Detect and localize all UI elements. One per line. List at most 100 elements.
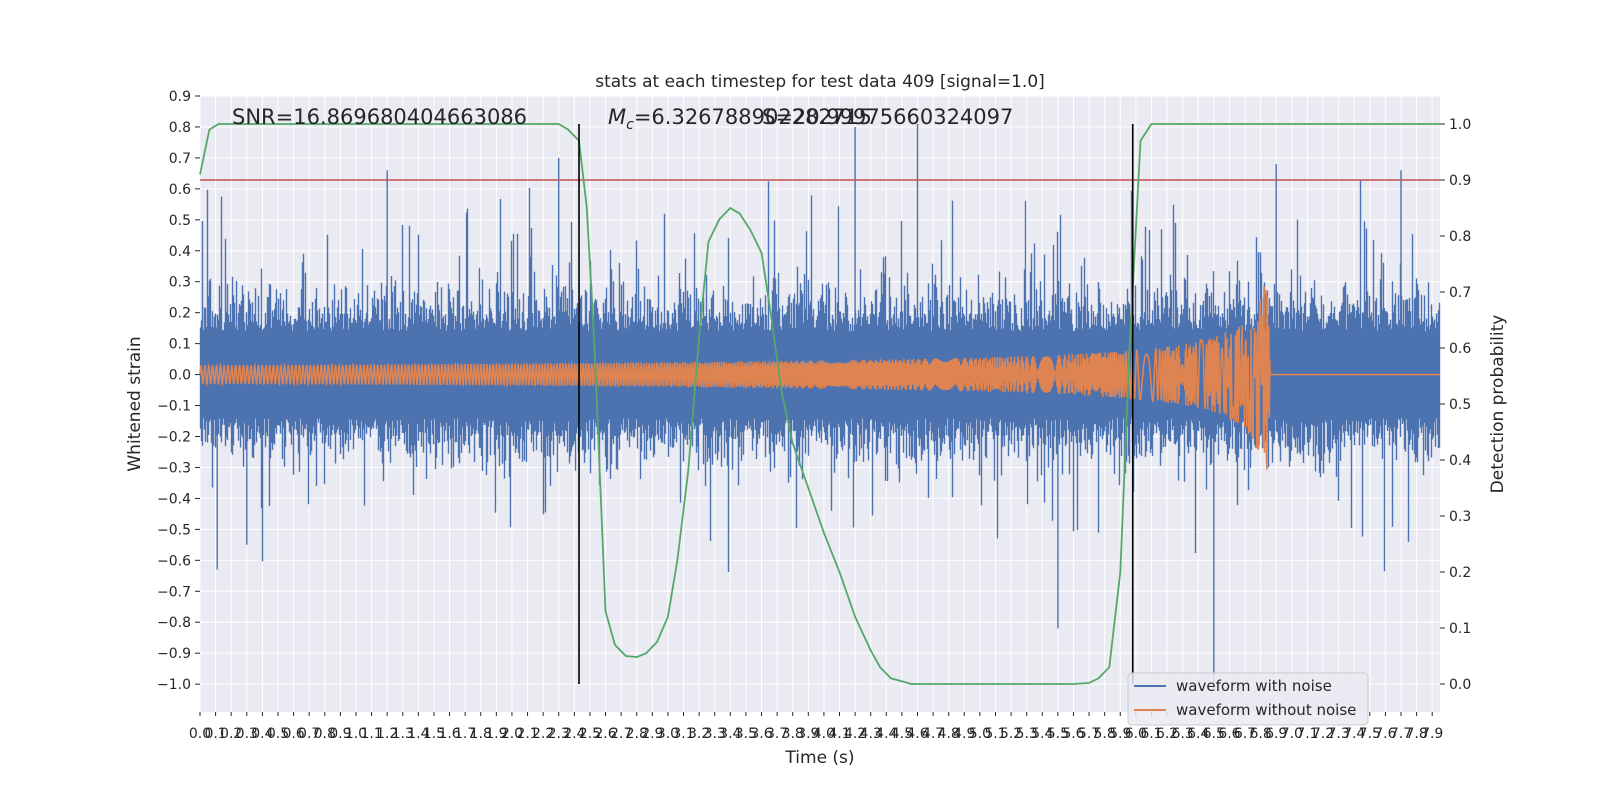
x-tick-label: 2.2 — [532, 726, 554, 742]
y-tick-label-left: 0.7 — [169, 151, 191, 167]
x-tick-label: 5.2 — [1000, 726, 1022, 742]
x-tick-label: 7.3 — [1327, 726, 1349, 742]
x-tick-label: 0.1 — [204, 726, 226, 742]
x-tick-label: 3.1 — [672, 726, 694, 742]
y-tick-label-right: 0.2 — [1449, 565, 1471, 581]
x-tick-label: 0.6 — [282, 726, 304, 742]
x-tick-label: 1.6 — [438, 726, 460, 742]
x-tick-label: 1.4 — [407, 726, 429, 742]
x-tick-label: 6.1 — [1140, 726, 1162, 742]
x-tick-label: 3.6 — [750, 726, 772, 742]
x-tick-label: 2.0 — [501, 726, 523, 742]
x-tick-label: 2.8 — [626, 726, 648, 742]
x-tick-label: 5.1 — [984, 726, 1006, 742]
y-tick-label-left: 0.2 — [169, 306, 191, 322]
x-tick-label: 4.5 — [891, 726, 913, 742]
chirp-mass-symbol: M — [608, 105, 626, 129]
x-tick-label: 2.4 — [563, 726, 585, 742]
x-tick-label: 6.7 — [1234, 726, 1256, 742]
y-axis-label-right: Detection probability — [1488, 315, 1508, 494]
y-tick-label-left: −0.3 — [157, 460, 191, 476]
x-axis: 0.00.10.20.30.40.50.60.70.80.91.01.11.21… — [189, 712, 1443, 742]
y-tick-label-left: 0.9 — [169, 89, 191, 105]
x-tick-label: 3.0 — [657, 726, 679, 742]
detection-probability-line — [199, 123, 1440, 685]
x-tick-label: 7.9 — [1421, 726, 1443, 742]
y-tick-label-left: −0.9 — [157, 646, 191, 662]
x-tick-label: 0.2 — [220, 726, 242, 742]
y-tick-label-right: 0.9 — [1449, 173, 1471, 189]
y-tick-label-right: 0.4 — [1449, 453, 1471, 469]
x-tick-label: 3.3 — [704, 726, 726, 742]
x-tick-label: 1.0 — [345, 726, 367, 742]
x-tick-label: 0.7 — [298, 726, 320, 742]
x-tick-label: 4.3 — [860, 726, 882, 742]
x-tick-label: 3.8 — [782, 726, 804, 742]
x-tick-label: 1.3 — [392, 726, 414, 742]
x-tick-label: 7.4 — [1343, 726, 1365, 742]
y-tick-label-left: −0.8 — [157, 615, 191, 631]
x-tick-label: 5.7 — [1078, 726, 1100, 742]
x-tick-label: 5.3 — [1016, 726, 1038, 742]
x-tick-label: 5.6 — [1062, 726, 1084, 742]
x-tick-label: 1.8 — [470, 726, 492, 742]
x-tick-label: 2.5 — [579, 726, 601, 742]
legend-label-with-noise: waveform with noise — [1176, 677, 1332, 695]
x-tick-label: 0.0 — [189, 726, 211, 742]
x-tick-label: 3.2 — [688, 726, 710, 742]
x-tick-label: 6.9 — [1265, 726, 1287, 742]
legend-label-without-noise: waveform without noise — [1176, 701, 1356, 719]
x-tick-label: 3.9 — [797, 726, 819, 742]
x-tick-label: 6.2 — [1156, 726, 1178, 742]
x-tick-label: 0.5 — [267, 726, 289, 742]
x-tick-label: 6.5 — [1203, 726, 1225, 742]
x-tick-label: 3.5 — [735, 726, 757, 742]
x-tick-label: 3.7 — [766, 726, 788, 742]
event-markers — [578, 124, 1134, 684]
y-tick-label-left: 0.3 — [169, 275, 191, 291]
x-tick-label: 5.0 — [969, 726, 991, 742]
x-tick-label: 2.1 — [516, 726, 538, 742]
y-tick-label-left: −0.7 — [157, 584, 191, 600]
y-tick-label-left: 0.8 — [169, 120, 191, 136]
chirp-mass-subscript: c — [626, 117, 634, 133]
x-tick-label: 3.4 — [719, 726, 741, 742]
x-tick-label: 4.9 — [953, 726, 975, 742]
legend-box — [1127, 672, 1369, 726]
y-tick-label-left: 0.6 — [169, 182, 191, 198]
x-tick-label: 5.9 — [1109, 726, 1131, 742]
x-tick-label: 1.5 — [423, 726, 445, 742]
y-tick-label-left: 0.1 — [169, 337, 191, 353]
legend: waveform with noise waveform without noi… — [1127, 672, 1369, 726]
x-tick-label: 5.8 — [1094, 726, 1116, 742]
x-tick-label: 7.2 — [1312, 726, 1334, 742]
y-axis-left: 0.9 0.8 0.7 0.6 0.5 0.4 0.3 0.2 0.1 0.0 −0.1 −0.2 −0… — [157, 89, 200, 693]
y-tick-label-left: −0.1 — [157, 399, 191, 415]
y-axis-right: 1.0 0.9 0.8 0.7 0.6 0.5 0.4 0.3 0.2 0.1 0.0 — [1440, 117, 1471, 693]
x-tick-label: 2.3 — [548, 726, 570, 742]
x-tick-label: 6.4 — [1187, 726, 1209, 742]
x-tick-label: 2.9 — [641, 726, 663, 742]
y-tick-label-left: −0.6 — [157, 553, 191, 569]
y-tick-label-right: 1.0 — [1449, 117, 1471, 133]
y-axis-label-left: Whitened strain — [125, 336, 145, 471]
x-tick-label: 1.7 — [454, 726, 476, 742]
x-tick-label: 0.9 — [329, 726, 351, 742]
x-tick-label: 1.1 — [360, 726, 382, 742]
chirp-mass-annotation: Mc=6.326788902282715 — [608, 105, 872, 133]
y-tick-label-left: −1.0 — [157, 677, 191, 693]
x-tick-label: 4.0 — [813, 726, 835, 742]
y-tick-label-right: 0.3 — [1449, 509, 1471, 525]
x-tick-label: 7.1 — [1296, 726, 1318, 742]
y-tick-label-left: −0.4 — [157, 491, 191, 507]
chirp-mass-value: =6.326788902282715 — [634, 105, 872, 129]
x-tick-label: 1.9 — [485, 726, 507, 742]
series-waveform-without-noise — [199, 286, 1440, 470]
overlap-annotation: S=20.99975660324097 — [762, 105, 1013, 129]
y-tick-label-left: −0.2 — [157, 430, 191, 446]
chart-title: stats at each timestep for test data 409… — [595, 72, 1045, 92]
x-tick-label: 7.7 — [1390, 726, 1412, 742]
x-tick-label: 6.6 — [1218, 726, 1240, 742]
x-tick-label: 7.6 — [1374, 726, 1396, 742]
